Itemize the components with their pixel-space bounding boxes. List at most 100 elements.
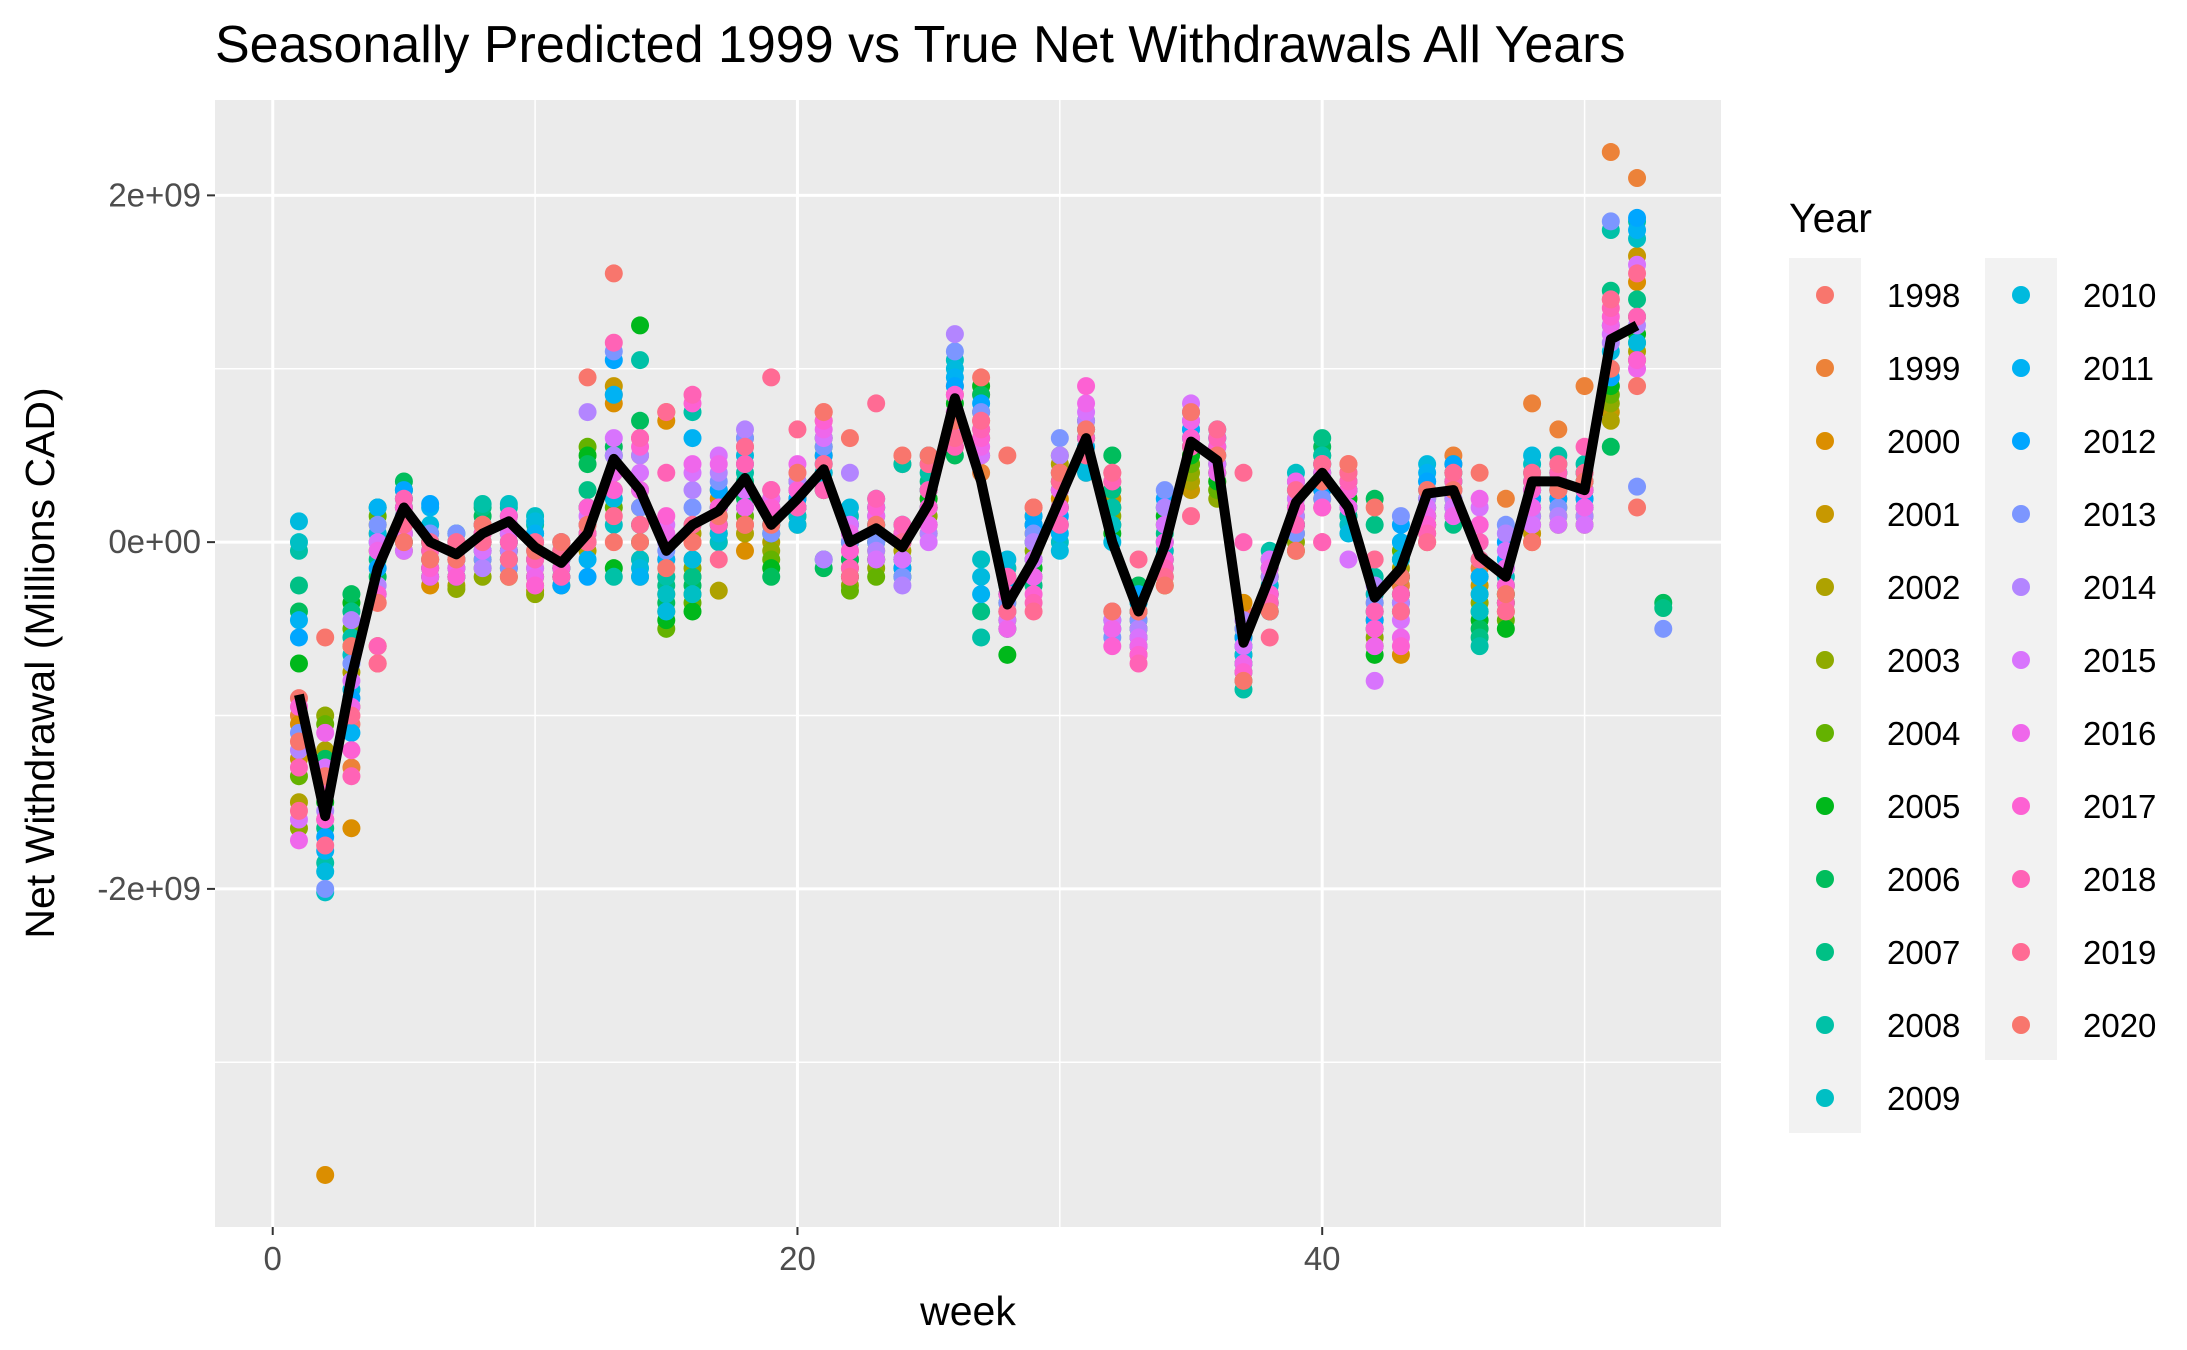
data-point bbox=[709, 455, 728, 474]
legend-key bbox=[1816, 432, 1834, 450]
data-point bbox=[972, 411, 991, 430]
data-point bbox=[342, 741, 361, 760]
data-point bbox=[1024, 498, 1043, 517]
legend-label: 2016 bbox=[2083, 715, 2156, 752]
data-point bbox=[1313, 498, 1332, 517]
data-point bbox=[683, 429, 702, 448]
legend-label: 2007 bbox=[1887, 934, 1960, 971]
data-point bbox=[1470, 637, 1489, 656]
data-point bbox=[1575, 515, 1594, 534]
data-point bbox=[1182, 507, 1201, 526]
legend-label: 2002 bbox=[1887, 569, 1960, 606]
data-point bbox=[840, 567, 859, 586]
data-point bbox=[657, 463, 676, 482]
data-point bbox=[998, 602, 1017, 621]
data-point bbox=[1234, 533, 1253, 552]
data-point bbox=[735, 420, 754, 439]
data-point bbox=[552, 533, 571, 552]
data-point bbox=[1654, 599, 1673, 618]
legend-key bbox=[2012, 578, 2030, 596]
data-point bbox=[1575, 377, 1594, 396]
data-point bbox=[1155, 576, 1174, 595]
data-point bbox=[814, 403, 833, 422]
data-point bbox=[631, 411, 650, 430]
data-point bbox=[316, 879, 335, 898]
data-point bbox=[919, 533, 938, 552]
legend-label: 2001 bbox=[1887, 496, 1960, 533]
data-point bbox=[1549, 455, 1568, 474]
data-point bbox=[657, 507, 676, 526]
data-point bbox=[289, 611, 308, 630]
data-point bbox=[631, 429, 650, 448]
data-point bbox=[1496, 619, 1515, 638]
legend-label: 2017 bbox=[2083, 788, 2156, 825]
data-point bbox=[1470, 463, 1489, 482]
data-point bbox=[893, 446, 912, 465]
data-point bbox=[1654, 619, 1673, 638]
legend-key bbox=[1816, 1089, 1834, 1107]
data-point bbox=[394, 533, 413, 552]
data-point bbox=[1470, 515, 1489, 534]
data-point bbox=[1365, 515, 1384, 534]
data-point bbox=[972, 368, 991, 387]
data-point bbox=[473, 559, 492, 578]
y-tick-label: 2e+09 bbox=[108, 176, 201, 213]
data-point bbox=[840, 463, 859, 482]
data-point bbox=[683, 481, 702, 500]
legend-key bbox=[2012, 286, 2030, 304]
data-point bbox=[709, 550, 728, 569]
data-point bbox=[631, 533, 650, 552]
data-point bbox=[368, 498, 387, 517]
data-point bbox=[893, 515, 912, 534]
y-tick-label: -2e+09 bbox=[97, 870, 201, 907]
data-point bbox=[1365, 498, 1384, 517]
data-point bbox=[1077, 377, 1096, 396]
data-point bbox=[1365, 671, 1384, 690]
axes: 2e+09 0e+00 -2e+09 0 20 40 bbox=[97, 176, 1340, 1277]
legend-label: 2013 bbox=[2083, 496, 2156, 533]
data-point bbox=[657, 403, 676, 422]
legend-label: 2009 bbox=[1887, 1080, 1960, 1117]
data-point bbox=[1024, 602, 1043, 621]
data-point bbox=[447, 567, 466, 586]
data-point bbox=[1575, 498, 1594, 517]
y-axis-title: Net Withdrawal (Millions CAD) bbox=[17, 387, 63, 938]
data-point bbox=[289, 512, 308, 531]
legend-keys-column-1 bbox=[1789, 258, 1861, 1133]
data-point bbox=[316, 836, 335, 855]
data-point bbox=[368, 515, 387, 534]
data-point bbox=[1391, 585, 1410, 604]
legend-label: 2011 bbox=[2083, 350, 2154, 387]
legend-label: 2018 bbox=[2083, 861, 2156, 898]
legend-label: 2003 bbox=[1887, 642, 1960, 679]
data-point bbox=[788, 515, 807, 534]
data-point bbox=[289, 576, 308, 595]
legend-label: 2008 bbox=[1887, 1007, 1960, 1044]
data-point bbox=[1496, 602, 1515, 621]
data-point bbox=[342, 767, 361, 786]
data-point bbox=[578, 403, 597, 422]
data-point bbox=[1129, 654, 1148, 673]
data-point bbox=[1313, 429, 1332, 448]
grid bbox=[215, 100, 1721, 1227]
chart-title: Seasonally Predicted 1999 vs True Net Wi… bbox=[215, 16, 1626, 74]
data-point bbox=[1418, 533, 1437, 552]
data-point bbox=[840, 429, 859, 448]
data-point bbox=[709, 581, 728, 600]
data-point bbox=[683, 567, 702, 586]
data-point bbox=[945, 325, 964, 344]
data-point bbox=[368, 654, 387, 673]
legend-key bbox=[2012, 870, 2030, 888]
legend-entries: 1998 1999 2000 2001 2002 2003 2004 2005 2006 2007… bbox=[1816, 277, 2156, 1117]
data-point bbox=[1601, 411, 1620, 430]
data-point bbox=[972, 585, 991, 604]
predicted-1999-line bbox=[294, 320, 1640, 822]
data-point bbox=[814, 550, 833, 569]
data-point bbox=[945, 342, 964, 361]
data-point bbox=[919, 446, 938, 465]
data-point bbox=[499, 567, 518, 586]
data-point bbox=[552, 567, 571, 586]
legend-label: 2012 bbox=[2083, 423, 2156, 460]
data-point bbox=[1628, 333, 1647, 352]
